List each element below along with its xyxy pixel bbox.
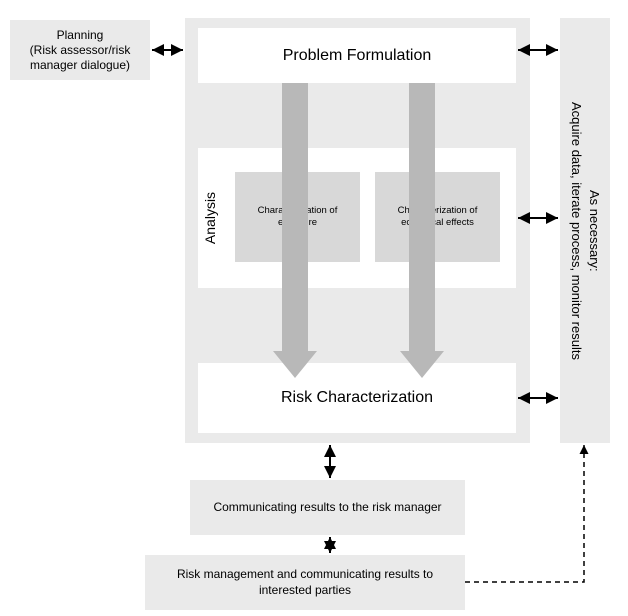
grey-arrow-right [400,83,444,378]
arrows-svg [0,0,628,616]
dashed-feedback-arrow [465,445,584,582]
grey-arrow-left [273,83,317,378]
